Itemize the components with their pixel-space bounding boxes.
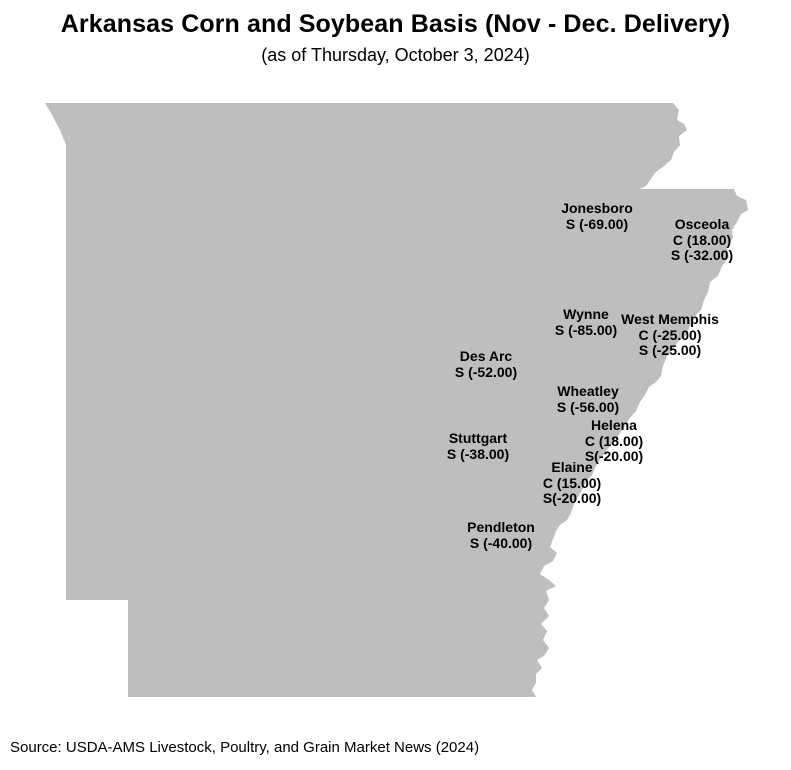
arkansas-state-shape (45, 103, 748, 697)
basis-value: S(-20.00) (584, 448, 644, 464)
location-label-jonesboro: Jonesboro S (-69.00) (561, 200, 633, 232)
location-name: Jonesboro (561, 200, 633, 216)
location-label-wynne: Wynne S (-85.00) (554, 306, 618, 338)
basis-value: C (-25.00) (638, 326, 702, 343)
location-name: Stuttgart (448, 430, 508, 446)
source-note: Source: USDA-AMS Livestock, Poultry, and… (10, 739, 480, 756)
basis-value: S (-25.00) (638, 342, 702, 358)
location-label-helena: Helena C (18.00) S(-20.00) (584, 417, 644, 465)
map-subtitle: (as of Thursday, October 3, 2024) (261, 45, 530, 65)
map-title: Arkansas Corn and Soybean Basis (Nov - D… (60, 10, 731, 38)
location-label-pendleton: Pendleton S (-40.00) (467, 519, 535, 551)
location-name: Wheatley (557, 383, 619, 399)
location-name: Wynne (563, 306, 609, 322)
basis-value: S(-20.00) (542, 490, 602, 506)
basis-value: C (18.00) (672, 231, 732, 248)
location-name: Helena (591, 417, 637, 433)
basis-value: S (-38.00) (446, 445, 510, 462)
basis-value: S (-56.00) (556, 398, 620, 415)
location-label-wheatley: Wheatley S (-56.00) (556, 383, 620, 415)
basis-value: S (-32.00) (670, 247, 734, 263)
basis-value: S (-85.00) (554, 321, 618, 338)
basis-value: S (-40.00) (469, 534, 533, 551)
location-name: West Memphis (621, 311, 719, 327)
location-label-west-memphis: West Memphis C (-25.00) S (-25.00) (621, 311, 719, 359)
location-label-elaine: Elaine C (15.00) S(-20.00) (542, 459, 602, 507)
location-name: Des Arc (459, 348, 513, 364)
location-name: Pendleton (467, 519, 535, 535)
location-label-stuttgart: Stuttgart S (-38.00) (446, 430, 510, 462)
basis-value: C (18.00) (584, 432, 644, 449)
basis-value: C (15.00) (542, 474, 602, 491)
basis-value: S (-69.00) (565, 215, 629, 232)
location-name: Elaine (551, 459, 593, 475)
location-label-des-arc: Des Arc S (-52.00) (454, 348, 518, 380)
location-name: Osceola (674, 216, 730, 232)
location-label-osceola: Osceola C (18.00) S (-32.00) (670, 216, 734, 264)
basis-value: S (-52.00) (454, 363, 518, 380)
